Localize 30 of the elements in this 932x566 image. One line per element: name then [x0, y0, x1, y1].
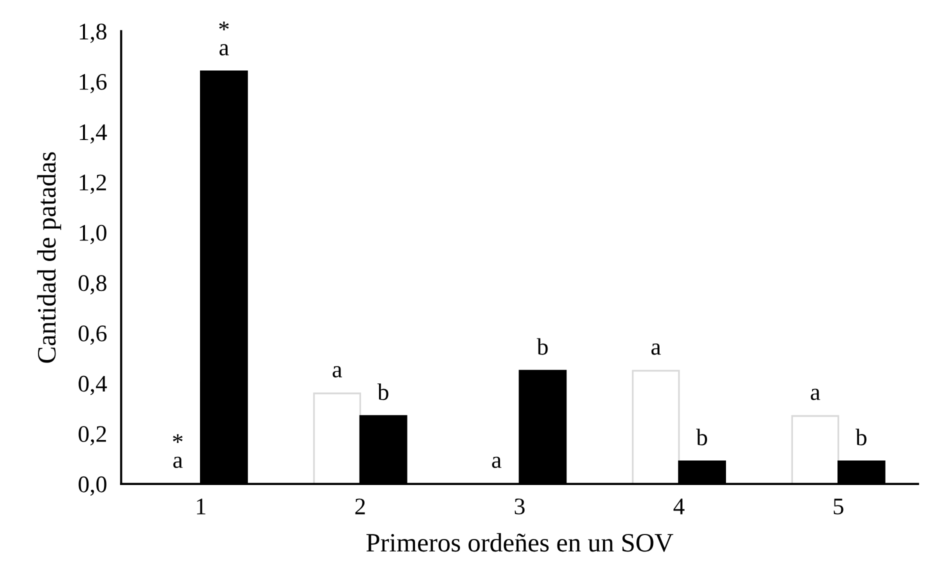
y-tick-label: 1,6	[80, 74, 107, 94]
y-tick-label: 0,0	[78, 476, 106, 496]
x-tick-label: 5	[834, 498, 844, 514]
y-tick-label: 0,8	[78, 275, 106, 295]
annotation: a	[492, 456, 502, 468]
annotation: b	[377, 383, 388, 400]
annotation: a	[651, 344, 661, 355]
annotation: a	[810, 388, 820, 400]
y-tick-label: 1,8	[80, 24, 106, 43]
bar	[791, 415, 840, 484]
annotation: b	[536, 338, 548, 355]
x-axis-title: Primeros ordeñes en un SOV	[366, 533, 674, 552]
bar	[313, 392, 362, 484]
x-tick-label: 1	[197, 498, 206, 514]
y-tick-label: 1,0	[80, 224, 106, 244]
y-tick-label: 0,4	[78, 376, 107, 396]
x-tick-label: 2	[355, 498, 365, 514]
y-tick-label: 0,2	[78, 426, 106, 446]
annotation: b	[856, 428, 866, 446]
y-axis-title: Cantidad de patadas	[37, 152, 62, 363]
x-tick-label: 4	[674, 498, 684, 514]
y-tick-label: 0,6	[78, 325, 107, 345]
annotation: a	[332, 366, 342, 378]
y-tick-label: 1,2	[80, 174, 106, 194]
x-tick-label: 3	[514, 498, 525, 514]
annotation: * a	[172, 434, 183, 468]
bar	[632, 370, 680, 484]
annotation: b	[696, 428, 708, 446]
annotation: * a	[219, 22, 229, 56]
y-tick-label: 1,4	[80, 124, 107, 144]
